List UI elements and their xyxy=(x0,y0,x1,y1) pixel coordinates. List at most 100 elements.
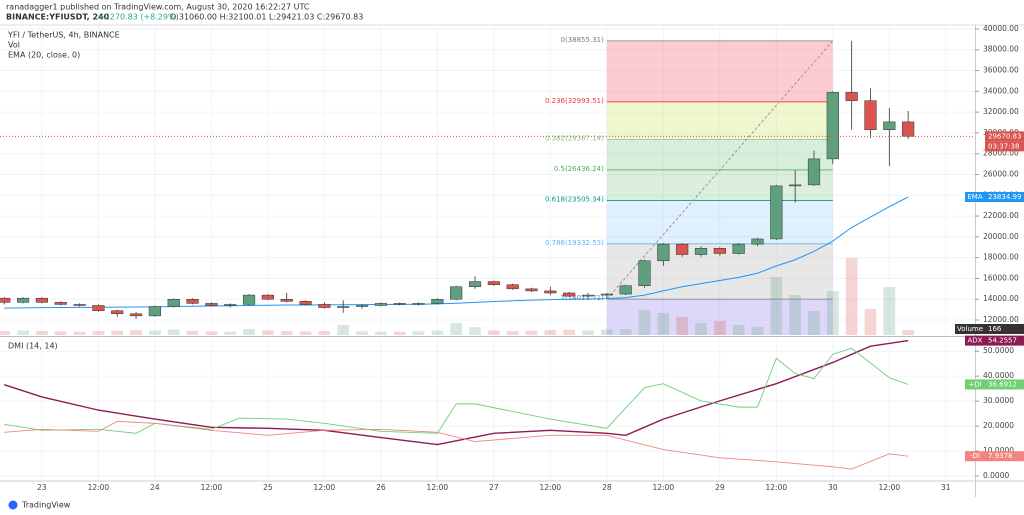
volume-bar xyxy=(205,331,218,335)
symbol: BINANCE:YFIUSDT, 240 xyxy=(6,13,110,22)
volume-bar xyxy=(356,331,368,335)
candle-body xyxy=(299,301,312,305)
x-tick-label: 28 xyxy=(602,483,612,492)
candle-body xyxy=(694,248,708,255)
fib-label: 0.786(19332.53) xyxy=(545,239,604,247)
dmi-line xyxy=(4,339,909,446)
candle-body xyxy=(676,243,689,255)
volume-bar xyxy=(262,330,274,335)
candle-body xyxy=(450,286,463,300)
candle-body xyxy=(468,281,482,288)
volume-bar xyxy=(506,331,519,335)
candle-body xyxy=(770,185,783,240)
tag-value-box xyxy=(985,451,1024,462)
tag-name-box xyxy=(965,451,985,462)
volume-bar xyxy=(601,329,613,335)
volume-bar xyxy=(92,331,105,335)
x-tick-label: 12:00 xyxy=(427,483,449,492)
y-tick-label: 0.0000 xyxy=(983,471,1009,480)
volume-bar xyxy=(619,328,632,335)
candle-body xyxy=(205,303,218,306)
candle-body xyxy=(54,302,67,305)
x-tick-label: 12:00 xyxy=(766,483,788,492)
fib-label: 0.236(32993.51) xyxy=(545,97,604,105)
volume-bar xyxy=(469,327,481,335)
volume-bar xyxy=(36,331,48,335)
candle-body xyxy=(864,100,877,131)
tag-value-box xyxy=(985,379,1024,390)
candle-body xyxy=(732,243,745,254)
volume-bar xyxy=(431,330,444,335)
y-tick-label: 20.0000 xyxy=(983,421,1014,430)
x-tick-label: 12:00 xyxy=(314,483,336,492)
x-tick-label: 23 xyxy=(37,483,47,492)
candle-body xyxy=(883,121,896,131)
tag-name-box xyxy=(965,379,985,390)
candle-body xyxy=(186,298,199,304)
candle-body xyxy=(751,238,764,245)
volume-bar xyxy=(299,331,312,335)
tag-name-box xyxy=(965,335,985,346)
fib-label: 0.5(26436.24) xyxy=(554,165,604,173)
y-tick-label: 28000.00 xyxy=(983,149,1019,158)
y-tick-label: 22000.00 xyxy=(983,211,1019,220)
publisher: ranadagger1 published on TradingView.com… xyxy=(6,3,310,12)
volume-bar xyxy=(73,331,86,335)
volume-bar xyxy=(17,330,29,335)
candle-body xyxy=(355,305,369,307)
x-tick-label: 12:00 xyxy=(653,483,675,492)
tag-name: Volume xyxy=(957,325,983,333)
y-tick-label: 26000.00 xyxy=(983,169,1019,178)
candle-body xyxy=(0,297,11,303)
volume-bar xyxy=(544,330,557,335)
tag-name: EMA xyxy=(967,193,982,201)
candle-body xyxy=(318,304,331,308)
tag-value-box xyxy=(985,131,1024,142)
volume-bar xyxy=(883,286,896,335)
x-tick-label: 27 xyxy=(489,483,499,492)
candle-body xyxy=(525,288,538,292)
volume-bar xyxy=(0,331,11,335)
fib-zone xyxy=(606,139,833,170)
volume-bar xyxy=(732,325,745,335)
candle-body xyxy=(789,184,802,187)
tag-value-box xyxy=(985,335,1024,346)
volume-bar xyxy=(111,330,124,335)
y-tick-label: 32000.00 xyxy=(983,107,1019,116)
volume-bar xyxy=(638,310,651,335)
tag-name: ADX xyxy=(968,337,983,345)
volume-bar xyxy=(845,258,858,335)
ohlc: O:31060.00 H:32100.01 L:29421.03 C:29670… xyxy=(170,13,363,22)
volume-bar xyxy=(488,330,500,335)
volume-bar xyxy=(130,330,142,335)
volume-bar xyxy=(770,276,783,335)
tag-name: -DI xyxy=(970,452,980,460)
candle-body xyxy=(807,158,821,186)
candle-body xyxy=(600,293,613,296)
volume-bar xyxy=(808,311,820,335)
x-tick-label: 25 xyxy=(263,483,273,492)
dmi-title: DMI (14, 14) xyxy=(8,342,58,351)
x-tick-label: 26 xyxy=(376,483,386,492)
volume-bar xyxy=(826,291,839,335)
x-tick-label: 12:00 xyxy=(540,483,562,492)
candle-body xyxy=(261,294,274,300)
tag-value-box xyxy=(985,191,1024,202)
fib-trend-line xyxy=(606,40,834,300)
candle-body xyxy=(129,313,143,317)
tag-value: 166 xyxy=(988,325,1002,333)
candle-body xyxy=(148,306,161,317)
countdown-box xyxy=(985,141,1024,152)
x-tick-label: 31 xyxy=(941,483,951,492)
candle-body xyxy=(638,260,651,286)
tag-name: +DI xyxy=(968,380,981,388)
price-pane: 12000.00 14000.00 16000.00 18000.00 20000.00… xyxy=(0,24,1024,497)
y-tick-label: 38000.00 xyxy=(983,45,1019,54)
volume-bar xyxy=(525,330,538,335)
fib-label: 1(14011.71) xyxy=(561,294,605,302)
volume-bar xyxy=(902,329,914,335)
volume-bar xyxy=(318,331,331,335)
tag-value-box xyxy=(985,324,1024,334)
volume-bar xyxy=(54,331,67,335)
